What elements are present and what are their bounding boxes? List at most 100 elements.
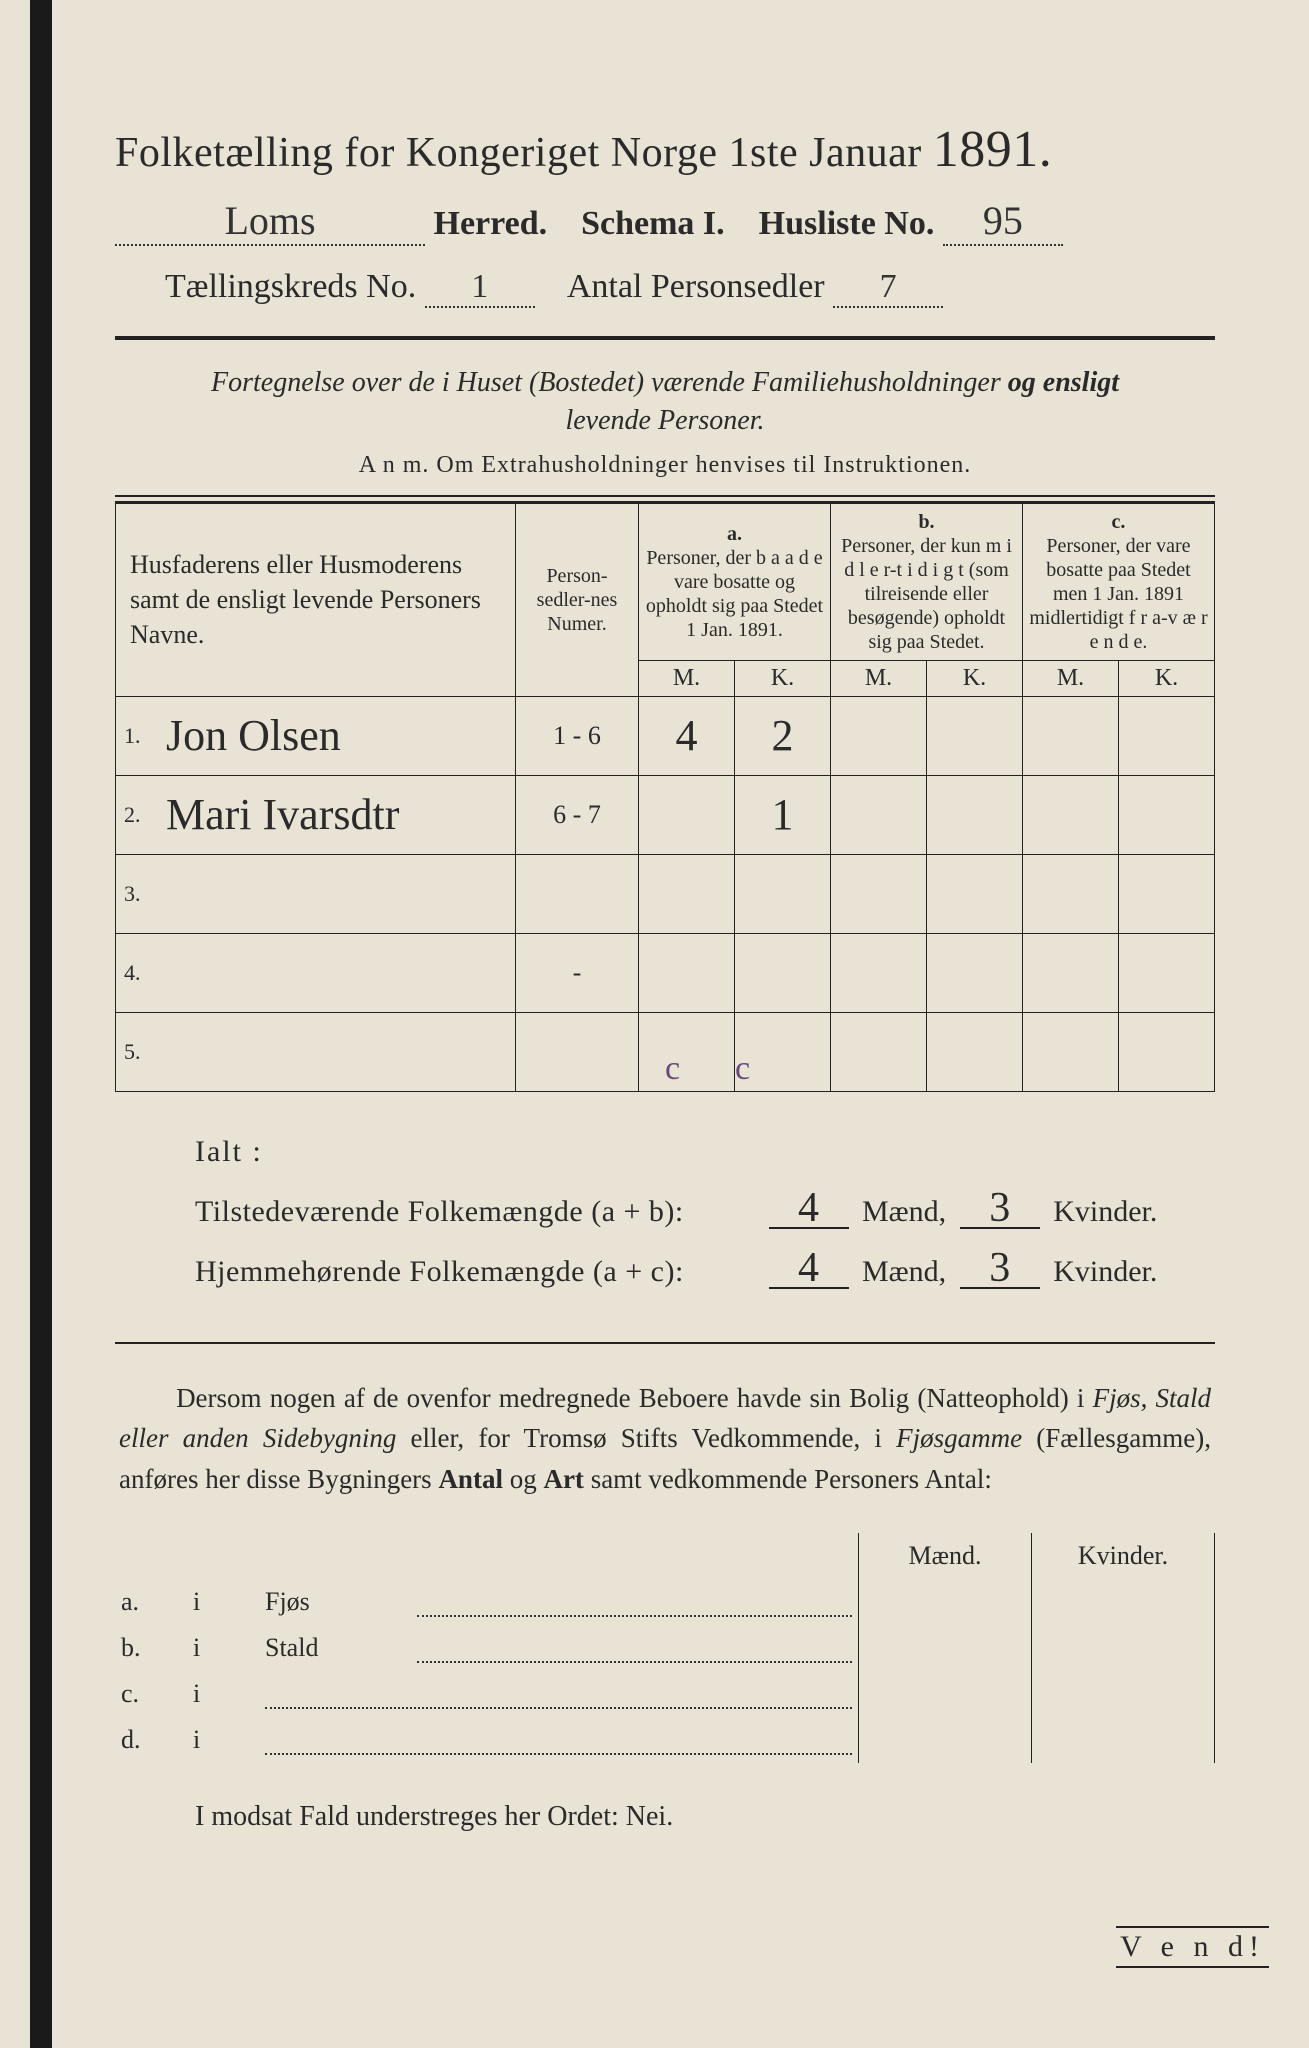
- rule-2a: [115, 495, 1215, 497]
- head-c-label: c.: [1112, 511, 1126, 533]
- sub-k: c.: [115, 1671, 187, 1717]
- title-mid: for Kongeriget Norge 1ste Januar: [344, 130, 921, 176]
- row-bM: [831, 1012, 927, 1091]
- row-name: [160, 854, 516, 933]
- head-b-label: b.: [918, 511, 934, 533]
- schema-label: Schema I.: [581, 205, 725, 242]
- title-row: Folketælling for Kongeriget Norge 1ste J…: [115, 120, 1215, 179]
- row-num: 1.: [116, 696, 161, 775]
- row-bM: [831, 933, 927, 1012]
- row-aM: [639, 933, 735, 1012]
- row-num: 4.: [116, 933, 161, 1012]
- sub-dots: [259, 1671, 859, 1717]
- row-seq: [516, 854, 639, 933]
- row-bM: [831, 854, 927, 933]
- head-a-text: Personer, der b a a d e vare bosatte og …: [646, 547, 823, 641]
- table-row: 2. Mari Ivarsdtr 6 - 7 1: [116, 775, 1215, 854]
- husliste-value: 95: [983, 198, 1023, 243]
- sub-kvinder: Kvinder.: [1032, 1533, 1215, 1579]
- row-cM: [1023, 775, 1119, 854]
- head-num: Person-sedler-nes Numer.: [516, 503, 639, 696]
- kvinder-label: Kvinder.: [1053, 1195, 1157, 1228]
- head-b: b. Personer, der kun m i d l e r-t i d i…: [831, 503, 1023, 660]
- husliste-label: Husliste No.: [759, 205, 935, 242]
- sub-k: d.: [115, 1717, 187, 1763]
- row-cM: [1023, 696, 1119, 775]
- row-cK: [1119, 933, 1215, 1012]
- sub-k-val: [1032, 1625, 1215, 1671]
- sub-i: i: [187, 1671, 259, 1717]
- row-aK: [735, 854, 831, 933]
- head-c-text: Personer, der vare bosatte paa Stedet me…: [1029, 535, 1207, 653]
- head-a-label: a.: [727, 523, 742, 545]
- herred-value: Loms: [224, 198, 315, 243]
- instr-line2: levende Personer.: [565, 405, 764, 436]
- row-cM: [1023, 854, 1119, 933]
- row-bK: [927, 933, 1023, 1012]
- side-building-para: Dersom nogen af de ovenfor medregnede Be…: [115, 1378, 1215, 1500]
- vend-label: V e n d!: [1116, 1926, 1269, 1968]
- head-name: Husfaderens eller Husmoderens samt de en…: [116, 503, 516, 696]
- row-bM: [831, 696, 927, 775]
- sub-row: a. i Fjøs: [115, 1579, 1215, 1625]
- sub-row: b. i Stald: [115, 1625, 1215, 1671]
- census-form-page: Folketælling for Kongeriget Norge 1ste J…: [0, 0, 1309, 2048]
- totals-block: Ialt : Tilstedeværende Folkemængde (a + …: [115, 1122, 1215, 1302]
- sub-label: Fjøs: [259, 1579, 411, 1625]
- form-content: Folketælling for Kongeriget Norge 1ste J…: [115, 120, 1215, 1833]
- sub-m-val: [859, 1717, 1032, 1763]
- sub-m-val: [859, 1579, 1032, 1625]
- tilstede-m: 4: [769, 1190, 849, 1230]
- sub-row: d. i: [115, 1717, 1215, 1763]
- nei-line: I modsat Fald understreges her Ordet: Ne…: [115, 1801, 1215, 1833]
- row-aK: 1: [735, 775, 831, 854]
- sub-k-val: [1032, 1579, 1215, 1625]
- table-header-row: Husfaderens eller Husmoderens samt de en…: [116, 503, 1215, 660]
- row-aM: [639, 1012, 735, 1091]
- personsedler-value: 7: [880, 268, 897, 305]
- row-cK: [1119, 854, 1215, 933]
- row-cM: [1023, 1012, 1119, 1091]
- herred-row: Loms Herred. Schema I. Husliste No. 95: [115, 197, 1215, 246]
- row-aK: [735, 933, 831, 1012]
- para-t4: og: [503, 1464, 544, 1494]
- sub-maend: Mænd.: [859, 1533, 1032, 1579]
- kreds-value: 1: [471, 268, 488, 305]
- a-m: M.: [639, 660, 735, 696]
- a-k: K.: [735, 660, 831, 696]
- herred-field: Loms: [115, 197, 425, 246]
- sub-k: a.: [115, 1579, 187, 1625]
- maend-label: Mænd,: [862, 1195, 946, 1228]
- para-t5: samt vedkommende Personers Antal:: [584, 1464, 992, 1494]
- row-name: Mari Ivarsdtr: [160, 775, 516, 854]
- row-seq: -: [516, 933, 639, 1012]
- row-cK: [1119, 1012, 1215, 1091]
- row-seq: 6 - 7: [516, 775, 639, 854]
- row-bM: [831, 775, 927, 854]
- b-m: M.: [831, 660, 927, 696]
- husliste-field: 95: [943, 197, 1063, 246]
- sub-k: b.: [115, 1625, 187, 1671]
- sub-label: Stald: [259, 1625, 411, 1671]
- table-row: 1. Jon Olsen 1 - 6 4 2: [116, 696, 1215, 775]
- row-aM: [639, 775, 735, 854]
- instr-line1b: og ensligt: [1008, 367, 1119, 398]
- row-num: 3.: [116, 854, 161, 933]
- row-aM: [639, 854, 735, 933]
- kreds-label: Tællingskreds No.: [165, 268, 416, 305]
- kreds-row: Tællingskreds No. 1 Antal Personsedler 7: [115, 268, 1215, 308]
- para-t2: eller, for Tromsø Stifts Vedkommende, i: [396, 1423, 896, 1453]
- totals-line1: Tilstedeværende Folkemængde (a + b): 4 M…: [195, 1182, 1215, 1242]
- binding-strip: [30, 0, 52, 2048]
- head-a: a. Personer, der b a a d e vare bosatte …: [639, 503, 831, 660]
- row-seq: 1 - 6: [516, 696, 639, 775]
- sub-k-val: [1032, 1717, 1215, 1763]
- maend-label2: Mænd,: [862, 1255, 946, 1288]
- c-k: K.: [1119, 660, 1215, 696]
- sub-dots: [411, 1579, 859, 1625]
- personsedler-label: Antal Personsedler: [567, 268, 825, 305]
- hjemme-m: 4: [769, 1250, 849, 1290]
- row-bK: [927, 1012, 1023, 1091]
- row-cK: [1119, 696, 1215, 775]
- row-name: Jon Olsen: [160, 696, 516, 775]
